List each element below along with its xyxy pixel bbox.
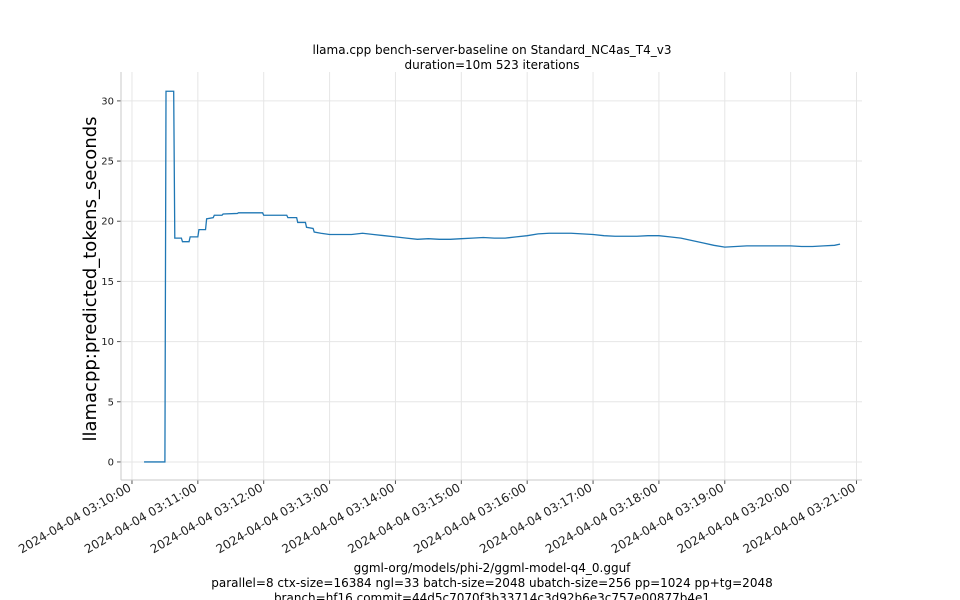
series-line-0 [144,90,841,463]
x-tick-label: 2024-04-04 03:17:00 [477,480,594,556]
x-tick-label: 2024-04-04 03:14:00 [280,480,397,556]
x-tick-label: 2024-04-04 03:10:00 [16,480,133,556]
x-tick-label: 2024-04-04 03:20:00 [675,480,792,556]
x-tick-label: 2024-04-04 03:21:00 [741,480,858,556]
series-layer [144,90,841,463]
x-tick-label: 2024-04-04 03:13:00 [214,480,331,556]
x-tick-label: 2024-04-04 03:12:00 [148,480,265,556]
y-tick-label: 0 [108,457,114,468]
chart-title: llama.cpp bench-server-baseline on Stand… [313,43,672,57]
y-tick-label: 5 [108,397,114,408]
chart-subtitle: duration=10m 523 iterations [405,58,580,72]
x-tick-label: 2024-04-04 03:11:00 [82,480,199,556]
x-tick-label: 2024-04-04 03:19:00 [609,480,726,556]
axes-layer [117,72,862,484]
y-tick-label: 25 [101,157,114,168]
x-tick-label: 2024-04-04 03:15:00 [345,480,462,556]
x-axis-label-params: parallel=8 ctx-size=16384 ngl=33 batch-s… [211,576,772,590]
y-axis-label: llamacpp:predicted_tokens_seconds [80,116,101,441]
y-tick-label: 15 [101,277,114,288]
grid-layer [121,72,862,480]
y-tick-label: 10 [101,337,114,348]
x-tick-label: 2024-04-04 03:16:00 [411,480,528,556]
x-axis-label-branch: branch=hf16 commit=44d5c7070f3b33714c3d9… [274,591,710,600]
x-tick-label: 2024-04-04 03:18:00 [543,480,660,556]
y-tick-labels: 0 5 10 15 20 25 30 [101,96,114,468]
y-tick-label: 20 [101,217,114,228]
y-tick-label: 30 [101,96,114,107]
x-axis-label-model: ggml-org/models/phi-2/ggml-model-q4_0.gg… [354,561,632,575]
